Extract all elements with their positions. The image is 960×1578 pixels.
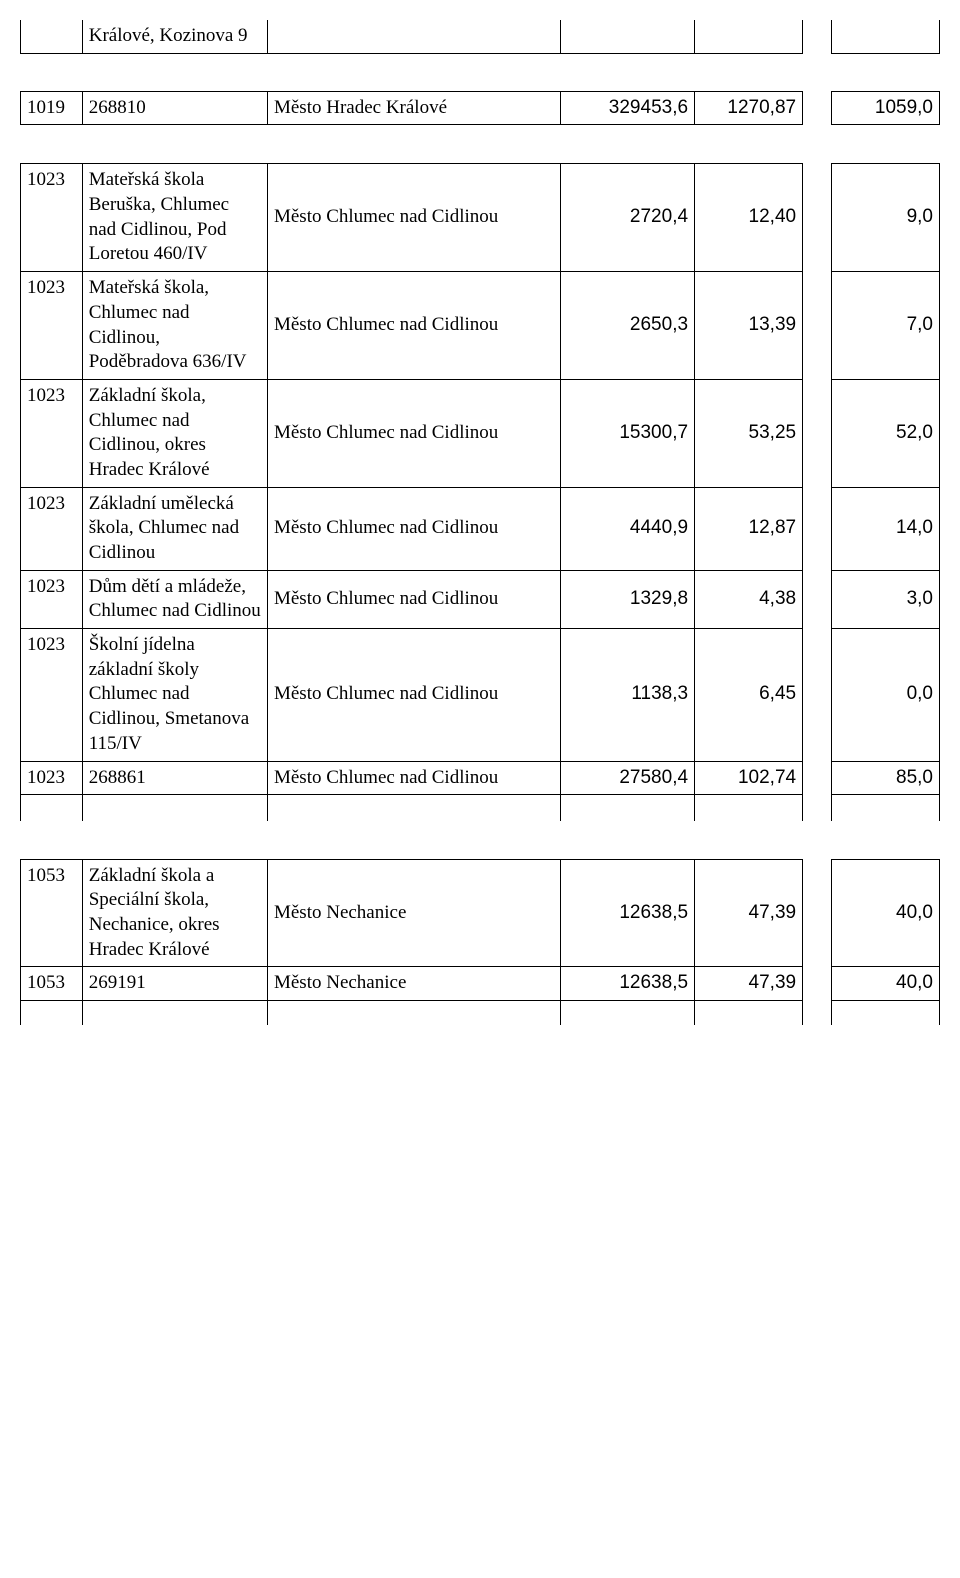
cell-name: Mateřská škola Beruška, Chlumec nad Cidl… (82, 164, 267, 272)
cell-val2: 47,39 (695, 859, 803, 967)
cell-code: 1023 (21, 272, 83, 380)
table-3: 1053 Základní škola a Speciální škola, N… (20, 859, 940, 1025)
cell-name: 268810 (82, 91, 267, 125)
table-1: Králové, Kozinova 9 1019 268810 Město Hr… (20, 20, 940, 125)
cell-name: 268861 (82, 761, 267, 795)
cell-code: 1023 (21, 629, 83, 761)
cell-name: 269191 (82, 967, 267, 1001)
cell-val1: 12638,5 (561, 859, 695, 967)
cell-spacer (803, 20, 832, 53)
cell-val3: 85,0 (831, 761, 939, 795)
cell-name: Mateřská škola, Chlumec nad Cidlinou, Po… (82, 272, 267, 380)
cell-val3: 40,0 (831, 859, 939, 967)
cell-name: Základní škola a Speciální škola, Nechan… (82, 859, 267, 967)
cell-val2 (695, 20, 803, 53)
cell-val1: 15300,7 (561, 379, 695, 487)
table-row-total: 1053 269191 Město Nechanice 12638,5 47,3… (21, 967, 940, 1001)
cell-name: Dům dětí a mládeže, Chlumec nad Cidlinou (82, 570, 267, 628)
cell-code: 1023 (21, 570, 83, 628)
cell-val3: 0,0 (831, 629, 939, 761)
cell-spacer (803, 859, 832, 967)
cell-val1: 12638,5 (561, 967, 695, 1001)
cell-val3: 9,0 (831, 164, 939, 272)
cell-spacer (803, 629, 832, 761)
cell-entity: Město Hradec Králové (267, 91, 560, 125)
cell-entity: Město Chlumec nad Cidlinou (267, 487, 560, 570)
cell-spacer (803, 91, 832, 125)
cell-entity: Město Chlumec nad Cidlinou (267, 629, 560, 761)
cell-val1 (561, 20, 695, 53)
table-row-total: 1023 268861 Město Chlumec nad Cidlinou 2… (21, 761, 940, 795)
cell-val3: 40,0 (831, 967, 939, 1001)
cell-val3: 52,0 (831, 379, 939, 487)
cell-val3: 1059,0 (831, 91, 939, 125)
cell-val1: 4440,9 (561, 487, 695, 570)
table-row-total: 1019 268810 Město Hradec Králové 329453,… (21, 91, 940, 125)
cell-entity: Město Chlumec nad Cidlinou (267, 570, 560, 628)
cell-spacer (803, 570, 832, 628)
table-row: Králové, Kozinova 9 (21, 20, 940, 53)
cell-entity: Město Chlumec nad Cidlinou (267, 164, 560, 272)
cell-val2: 13,39 (695, 272, 803, 380)
table-row: 1023 Základní škola, Chlumec nad Cidlino… (21, 379, 940, 487)
cell-val2: 12,40 (695, 164, 803, 272)
cell-code: 1019 (21, 91, 83, 125)
cell-spacer (803, 487, 832, 570)
cell-spacer (803, 379, 832, 487)
cell-entity: Město Nechanice (267, 859, 560, 967)
cell-val1: 329453,6 (561, 91, 695, 125)
cell-val2: 12,87 (695, 487, 803, 570)
cell-spacer (803, 967, 832, 1001)
table-row: 1023 Dům dětí a mládeže, Chlumec nad Cid… (21, 570, 940, 628)
cell-entity: Město Nechanice (267, 967, 560, 1001)
cell-val2: 6,45 (695, 629, 803, 761)
cell-spacer (803, 164, 832, 272)
cell-spacer (803, 272, 832, 380)
cell-val1: 2650,3 (561, 272, 695, 380)
cell-code: 1023 (21, 487, 83, 570)
cell-code (21, 20, 83, 53)
cell-name: Základní umělecká škola, Chlumec nad Cid… (82, 487, 267, 570)
cell-code: 1023 (21, 379, 83, 487)
cell-code: 1053 (21, 967, 83, 1001)
table-row: 1023 Mateřská škola, Chlumec nad Cidlino… (21, 272, 940, 380)
cell-name: Králové, Kozinova 9 (82, 20, 267, 53)
cell-val1: 27580,4 (561, 761, 695, 795)
cell-val3: 14,0 (831, 487, 939, 570)
table-row: 1023 Mateřská škola Beruška, Chlumec nad… (21, 164, 940, 272)
table-row: 1053 Základní škola a Speciální škola, N… (21, 859, 940, 967)
table-row-blank (21, 795, 940, 821)
table-row-blank (21, 1001, 940, 1025)
cell-spacer (803, 761, 832, 795)
cell-entity: Město Chlumec nad Cidlinou (267, 761, 560, 795)
cell-entity (267, 20, 560, 53)
cell-entity: Město Chlumec nad Cidlinou (267, 272, 560, 380)
cell-val1: 2720,4 (561, 164, 695, 272)
table-2: 1023 Mateřská škola Beruška, Chlumec nad… (20, 163, 940, 820)
cell-val2: 4,38 (695, 570, 803, 628)
cell-code: 1053 (21, 859, 83, 967)
cell-val2: 47,39 (695, 967, 803, 1001)
cell-entity: Město Chlumec nad Cidlinou (267, 379, 560, 487)
cell-val3: 7,0 (831, 272, 939, 380)
cell-val3 (831, 20, 939, 53)
cell-val3: 3,0 (831, 570, 939, 628)
cell-code: 1023 (21, 761, 83, 795)
cell-name: Základní škola, Chlumec nad Cidlinou, ok… (82, 379, 267, 487)
cell-name: Školní jídelna základní školy Chlumec na… (82, 629, 267, 761)
cell-val2: 53,25 (695, 379, 803, 487)
table-row: 1023 Základní umělecká škola, Chlumec na… (21, 487, 940, 570)
cell-code: 1023 (21, 164, 83, 272)
cell-val1: 1329,8 (561, 570, 695, 628)
cell-val2: 1270,87 (695, 91, 803, 125)
table-row: 1023 Školní jídelna základní školy Chlum… (21, 629, 940, 761)
cell-val2: 102,74 (695, 761, 803, 795)
cell-val1: 1138,3 (561, 629, 695, 761)
